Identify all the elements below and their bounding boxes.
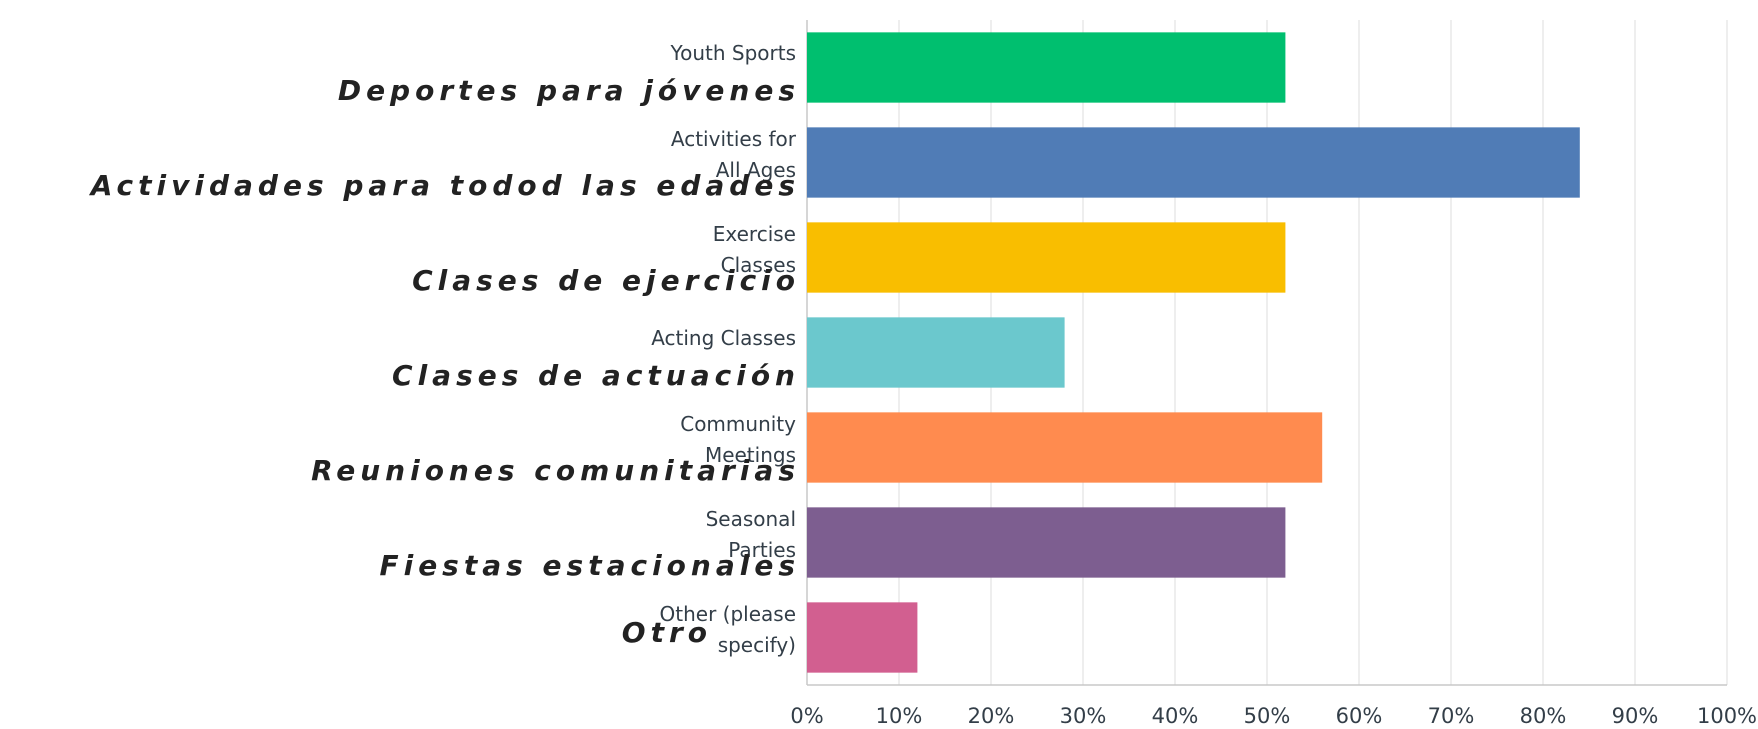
x-tick-label: 90% (1612, 704, 1659, 728)
category-label-es: Actividades para todod las edades (90, 168, 800, 202)
bar (807, 127, 1580, 198)
category-label: Youth Sports (670, 41, 796, 65)
category-label: Exercise Classes (712, 221, 796, 277)
x-tick-label: 20% (968, 704, 1015, 728)
x-tick-label: 0% (790, 704, 823, 728)
category-label: Acting Classes (651, 326, 796, 350)
category-label-es: Reuniones comunitarias (311, 453, 800, 487)
x-tick-label: 40% (1152, 704, 1199, 728)
x-tick-label: 10% (876, 704, 923, 728)
category-label-es: Clases de actuación (392, 358, 800, 392)
category-label: Other (please specify) (659, 601, 796, 657)
category-label: Community Meetings (680, 411, 796, 467)
bar (807, 317, 1065, 388)
x-tick-label: 70% (1428, 704, 1475, 728)
category-label-es: Fiestas estacionales (379, 548, 800, 582)
bar (807, 222, 1286, 293)
bar (807, 32, 1286, 103)
bar (807, 507, 1286, 578)
x-tick-label: 80% (1520, 704, 1567, 728)
category-label: Seasonal Parties (705, 506, 796, 562)
category-label-es: Otro (621, 615, 712, 649)
category-label: Activities for All Ages (670, 126, 796, 182)
x-tick-label: 60% (1336, 704, 1383, 728)
x-tick-label: 100% (1697, 704, 1757, 728)
bar (807, 602, 918, 673)
category-label-es: Clases de ejercicio (412, 263, 800, 297)
category-label-es: Deportes para jóvenes (337, 73, 800, 107)
x-tick-label: 50% (1244, 704, 1291, 728)
bar (807, 412, 1323, 483)
x-tick-label: 30% (1060, 704, 1107, 728)
